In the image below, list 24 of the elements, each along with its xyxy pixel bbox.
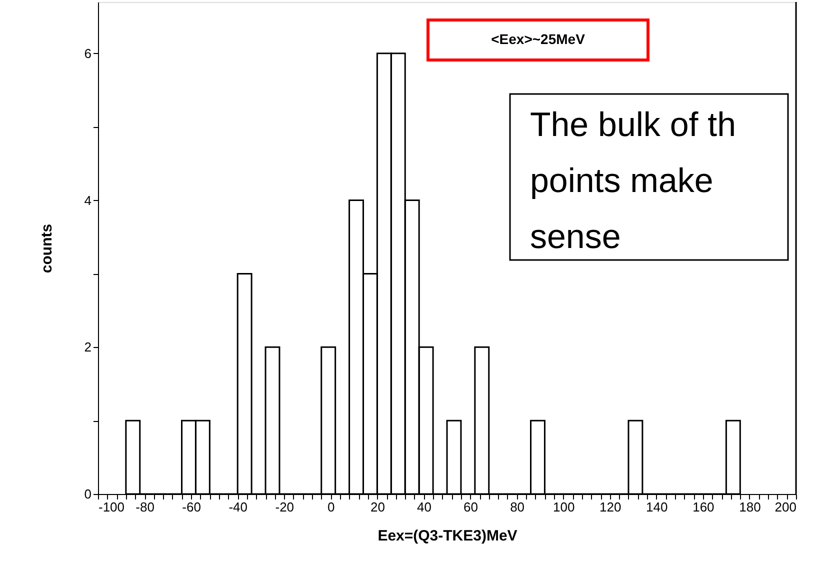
x-tick-label: 160: [692, 500, 714, 514]
x-tick-label: 120: [600, 500, 622, 514]
x-tick-label: -60: [182, 500, 201, 514]
x-tick-label: 100: [552, 500, 575, 514]
x-tick-label: -80: [136, 500, 154, 514]
y-tick-label: 0: [84, 486, 92, 502]
x-tick-label: 140: [646, 500, 668, 514]
y-tick-label: 6: [84, 46, 92, 61]
x-tick-label: 200: [774, 500, 796, 514]
annotation: The bulk of th points make sense: [530, 106, 736, 256]
x-tick-label: 60: [464, 500, 478, 514]
x-tick-label: 80: [510, 500, 525, 514]
x-tick-label: -100: [98, 500, 125, 514]
x-tick-label: -20: [275, 500, 294, 514]
x-axis-title: Eex=(Q3-TKE3)MeV: [378, 528, 518, 544]
x-tick-label: 20: [370, 500, 385, 514]
x-tick-label: -40: [228, 500, 248, 514]
annotation: <Eex>~25MeV: [491, 31, 586, 47]
y-tick-label: 4: [84, 192, 92, 208]
x-tick-label: 0: [328, 500, 335, 514]
y-axis-title: counts: [38, 224, 56, 274]
y-tick-label: 2: [84, 340, 92, 355]
x-tick-label: 180: [739, 500, 761, 514]
x-tick-label: 40: [417, 500, 432, 514]
